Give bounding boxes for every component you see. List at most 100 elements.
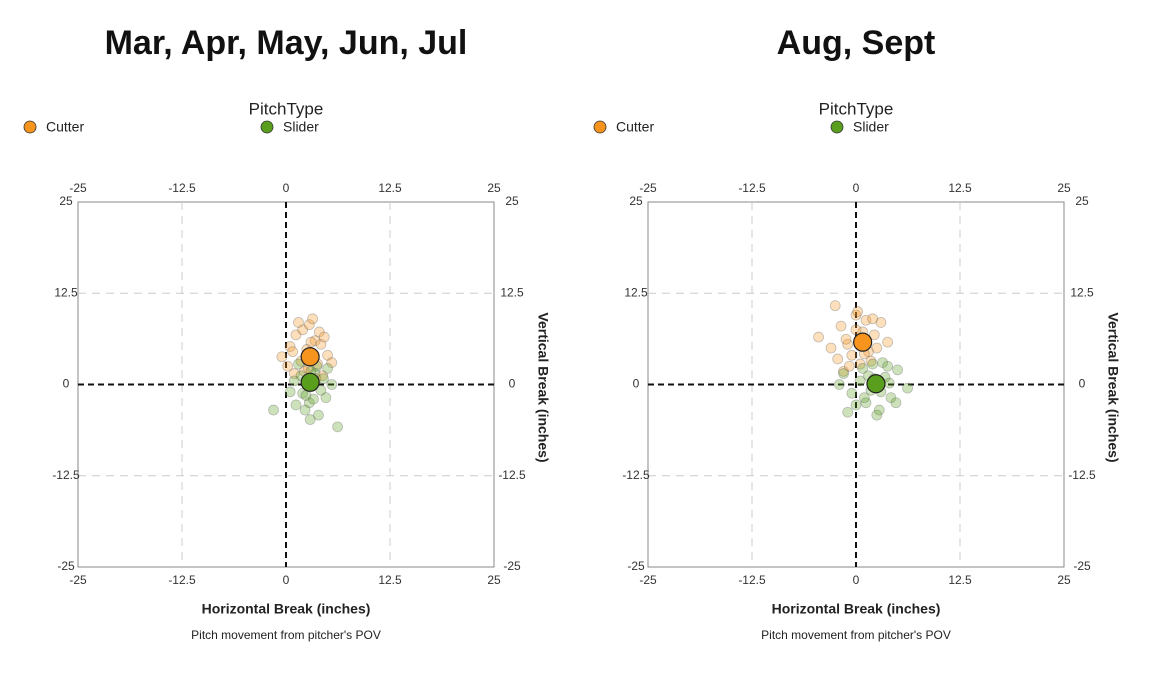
- x-tick-label: -25: [69, 573, 87, 587]
- scatter-point: [871, 409, 883, 421]
- scatter-point: [850, 309, 862, 321]
- scatter-point: [297, 324, 309, 336]
- x-tick-label: -12.5: [168, 573, 196, 587]
- y-tick-label: 0: [63, 377, 70, 391]
- subtitle: Pitch movement from pitcher's POV: [191, 628, 381, 642]
- scatter-point: [902, 382, 913, 394]
- x-top-tick-label: 0: [853, 181, 860, 195]
- scatter-point: [299, 404, 311, 416]
- scatter-point: [317, 370, 329, 382]
- y-tick-label: 12.5: [54, 285, 78, 299]
- x-top-tick-label: -25: [639, 181, 657, 195]
- y-tick-label: 25: [59, 194, 73, 208]
- scatter-point: [322, 363, 334, 374]
- x-top-tick-label: 12.5: [378, 181, 402, 195]
- y-tick-label: 12.5: [624, 285, 648, 299]
- mean-marker: [300, 372, 320, 392]
- x-top-tick-label: 25: [1057, 181, 1071, 195]
- x-top-tick-label: -12.5: [738, 181, 766, 195]
- scatter-point: [877, 357, 889, 369]
- x-axis-label: Horizontal Break (inches): [202, 601, 371, 617]
- scatter-point: [885, 392, 897, 404]
- y-axis-label: Vertical Break (inches): [535, 312, 551, 462]
- legend-label: Cutter: [616, 119, 654, 135]
- scatter-point: [307, 313, 319, 325]
- scatter-point: [813, 331, 824, 343]
- x-top-tick-label: -25: [69, 181, 87, 195]
- x-top-tick-label: 25: [487, 181, 501, 195]
- legend-label: Cutter: [46, 119, 84, 135]
- scatter-point: [308, 393, 319, 405]
- scatter-point: [882, 360, 894, 372]
- scatter-point: [873, 404, 885, 416]
- scatter-point: [309, 335, 321, 347]
- legend-marker: [593, 120, 607, 134]
- scatter-point: [284, 386, 296, 398]
- scatter-point: [854, 358, 866, 370]
- legend-marker: [260, 120, 274, 134]
- x-top-tick-label: -12.5: [168, 181, 196, 195]
- scatter-point: [293, 317, 304, 328]
- legend-marker: [830, 120, 844, 134]
- scatter-point: [882, 336, 894, 348]
- y-right-tick-label: 12.5: [1070, 285, 1094, 299]
- x-tick-label: 12.5: [378, 573, 402, 587]
- scatter-point: [825, 342, 837, 354]
- scatter-point: [875, 317, 887, 328]
- y-tick-label: 25: [629, 194, 643, 208]
- scatter-point: [290, 329, 302, 341]
- y-tick-label: -12.5: [622, 468, 650, 482]
- scatter-point: [840, 333, 852, 345]
- y-tick-label: -12.5: [52, 468, 80, 482]
- scatter-point: [293, 358, 304, 370]
- scatter-point: [287, 346, 299, 358]
- scatter-point: [326, 357, 338, 369]
- y-right-tick-label: -12.5: [1068, 468, 1096, 482]
- x-tick-label: 12.5: [948, 573, 972, 587]
- y-right-tick-label: 0: [1079, 377, 1086, 391]
- y-right-tick-label: 25: [1075, 194, 1089, 208]
- scatter-point: [858, 392, 870, 404]
- x-tick-label: 0: [283, 573, 290, 587]
- scatter-point: [850, 399, 862, 411]
- scatter-point: [282, 360, 294, 372]
- mean-marker: [300, 347, 320, 367]
- scatter-point: [868, 329, 880, 341]
- legend-label: Slider: [283, 119, 319, 135]
- scatter-point: [852, 306, 864, 317]
- x-tick-label: 0: [853, 573, 860, 587]
- x-tick-label: -25: [639, 573, 657, 587]
- scatter-point: [883, 377, 895, 389]
- x-axis-label: Horizontal Break (inches): [772, 601, 941, 617]
- scatter-point: [290, 399, 302, 411]
- scatter-point: [838, 365, 849, 377]
- y-axis-label: Vertical Break (inches): [1105, 312, 1121, 462]
- y-right-tick-label: 25: [505, 194, 519, 208]
- scatter-point: [860, 314, 872, 326]
- scatter-point: [305, 336, 317, 348]
- y-right-tick-label: -12.5: [498, 468, 526, 482]
- scatter-point: [288, 368, 300, 379]
- legend-marker: [23, 120, 37, 134]
- scatter-point: [833, 379, 845, 390]
- y-tick-label: 0: [633, 377, 640, 391]
- scatter-point: [303, 319, 315, 331]
- legend-title: PitchType: [249, 99, 324, 118]
- x-top-tick-label: 0: [283, 181, 290, 195]
- scatter-point: [842, 406, 854, 418]
- scatter-point: [890, 397, 902, 409]
- scatter-point: [871, 342, 883, 354]
- y-tick-label: -25: [57, 559, 75, 573]
- mean-marker: [853, 332, 873, 352]
- scatter-point: [832, 353, 844, 365]
- legend-title: PitchType: [819, 99, 894, 118]
- scatter-point: [838, 368, 849, 379]
- scatter-point: [288, 375, 300, 387]
- scatter-point: [846, 349, 858, 361]
- chart-title: Mar, Apr, May, Jun, Jul: [105, 24, 468, 62]
- scatter-point: [304, 414, 316, 425]
- scatter-point: [867, 313, 879, 325]
- scatter-point: [860, 397, 872, 409]
- scatter-point: [313, 326, 325, 338]
